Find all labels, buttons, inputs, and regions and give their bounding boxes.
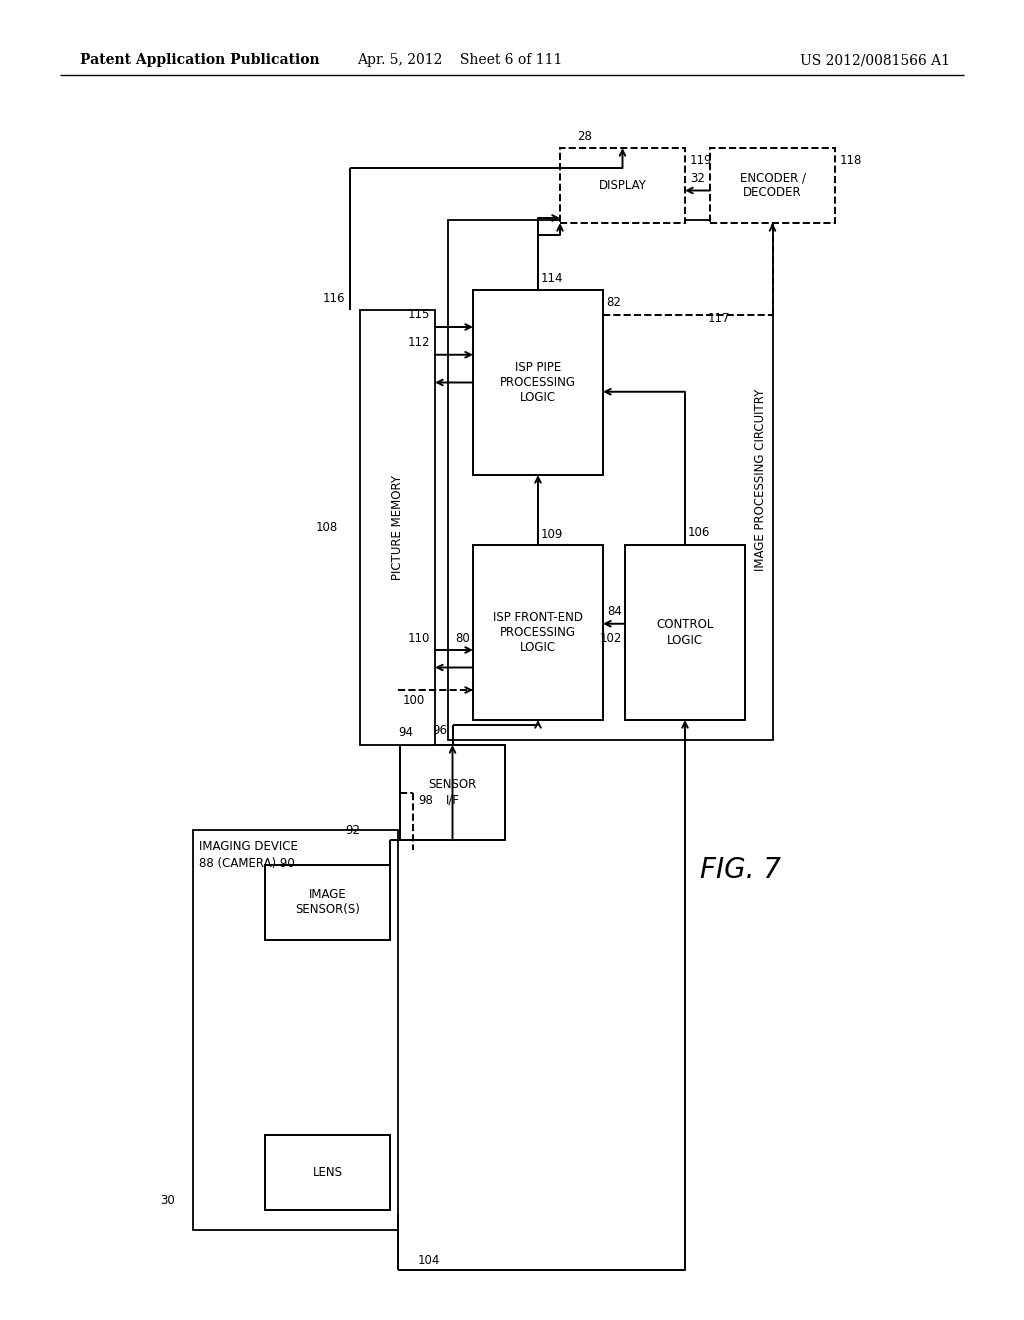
Text: 96: 96 xyxy=(432,723,447,737)
Text: Patent Application Publication: Patent Application Publication xyxy=(80,53,319,67)
Text: US 2012/0081566 A1: US 2012/0081566 A1 xyxy=(800,53,950,67)
Text: PICTURE MEMORY: PICTURE MEMORY xyxy=(391,475,404,579)
Text: IMAGING DEVICE: IMAGING DEVICE xyxy=(199,841,298,854)
Text: 102: 102 xyxy=(600,632,622,645)
Text: 32: 32 xyxy=(690,172,705,185)
Bar xyxy=(265,1135,390,1210)
Text: 116: 116 xyxy=(323,292,345,305)
Text: DISPLAY: DISPLAY xyxy=(599,180,646,191)
Text: LENS: LENS xyxy=(312,1166,342,1179)
Text: 84: 84 xyxy=(607,606,622,618)
Text: 110: 110 xyxy=(408,631,430,644)
Text: 30: 30 xyxy=(160,1193,175,1206)
Text: IMAGE PROCESSING CIRCUITRY: IMAGE PROCESSING CIRCUITRY xyxy=(755,389,768,572)
Text: SENSOR
I/F: SENSOR I/F xyxy=(428,779,476,807)
Bar xyxy=(473,545,603,719)
Text: 104: 104 xyxy=(418,1254,440,1266)
Text: 117: 117 xyxy=(708,312,730,325)
Bar xyxy=(400,744,505,840)
Text: 28: 28 xyxy=(578,129,592,143)
Text: IMAGE
SENSOR(S): IMAGE SENSOR(S) xyxy=(295,888,360,916)
Text: 109: 109 xyxy=(541,528,563,541)
Text: ISP FRONT-END
PROCESSING
LOGIC: ISP FRONT-END PROCESSING LOGIC xyxy=(493,611,583,653)
Text: ENCODER /
DECODER: ENCODER / DECODER xyxy=(739,172,806,199)
Text: 118: 118 xyxy=(840,153,862,166)
Text: 100: 100 xyxy=(403,693,425,706)
Text: 92: 92 xyxy=(345,824,360,837)
Bar xyxy=(360,310,435,744)
Bar xyxy=(265,865,390,940)
Text: 106: 106 xyxy=(688,527,711,540)
Text: 94: 94 xyxy=(398,726,413,739)
Text: 115: 115 xyxy=(408,309,430,322)
Text: 119: 119 xyxy=(690,153,713,166)
Bar xyxy=(449,220,773,741)
Bar xyxy=(625,545,745,719)
Text: 88 (CAMERA) 90: 88 (CAMERA) 90 xyxy=(199,858,295,870)
Bar xyxy=(473,290,603,475)
Text: CONTROL
LOGIC: CONTROL LOGIC xyxy=(656,619,714,647)
Text: 114: 114 xyxy=(541,272,563,285)
Text: 108: 108 xyxy=(315,521,338,535)
Text: 98: 98 xyxy=(418,795,433,807)
Bar xyxy=(193,830,398,1230)
Bar xyxy=(710,148,835,223)
Text: 82: 82 xyxy=(606,297,621,309)
Text: 80: 80 xyxy=(456,631,470,644)
Text: ISP PIPE
PROCESSING
LOGIC: ISP PIPE PROCESSING LOGIC xyxy=(500,360,575,404)
Text: FIG. 7: FIG. 7 xyxy=(699,855,780,884)
Text: Apr. 5, 2012    Sheet 6 of 111: Apr. 5, 2012 Sheet 6 of 111 xyxy=(357,53,562,67)
Bar xyxy=(560,148,685,223)
Text: 112: 112 xyxy=(408,337,430,350)
